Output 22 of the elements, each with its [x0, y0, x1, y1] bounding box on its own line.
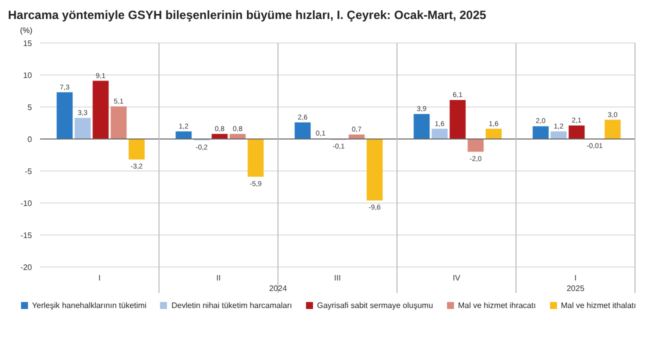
y-tick-label: -10: [20, 198, 33, 208]
y-tick-label: 5: [28, 102, 33, 112]
text: 2025: [566, 284, 585, 293]
y-tick-label: -20: [20, 262, 33, 272]
legend-label: Mal ve hizmet ihracatı: [458, 301, 536, 310]
x-tick-label: II: [216, 274, 221, 283]
x-tick-label: III: [334, 274, 341, 283]
legend-label: Devletin nihai tüketim harcamaları: [171, 301, 292, 310]
x-tick-label: IV: [452, 274, 461, 283]
legend-label: Gayrisafi sabit sermaye oluşumu: [316, 301, 434, 310]
y-tick-label: 10: [23, 70, 33, 80]
text: 2024: [269, 284, 288, 293]
y-tick-label: 0: [28, 134, 33, 144]
y-axis-title: (%): [20, 26, 34, 35]
legend-label: Mal ve hizmet ithalatı: [560, 301, 636, 310]
x-tick-label: I: [98, 274, 101, 283]
y-tick-label: -5: [24, 166, 33, 176]
x-tick-label: I: [574, 274, 577, 283]
y-tick-label: 15: [23, 38, 33, 48]
chart-title: Harcama yöntemiyle GSYH bileşenlerinin büyüme hızları, I. Çeyrek: Ocak-Mart, 2025: [8, 8, 488, 22]
legend-label: Yerleşik hanehalklarının tüketimi: [32, 301, 146, 310]
y-tick-label: -15: [20, 230, 33, 240]
